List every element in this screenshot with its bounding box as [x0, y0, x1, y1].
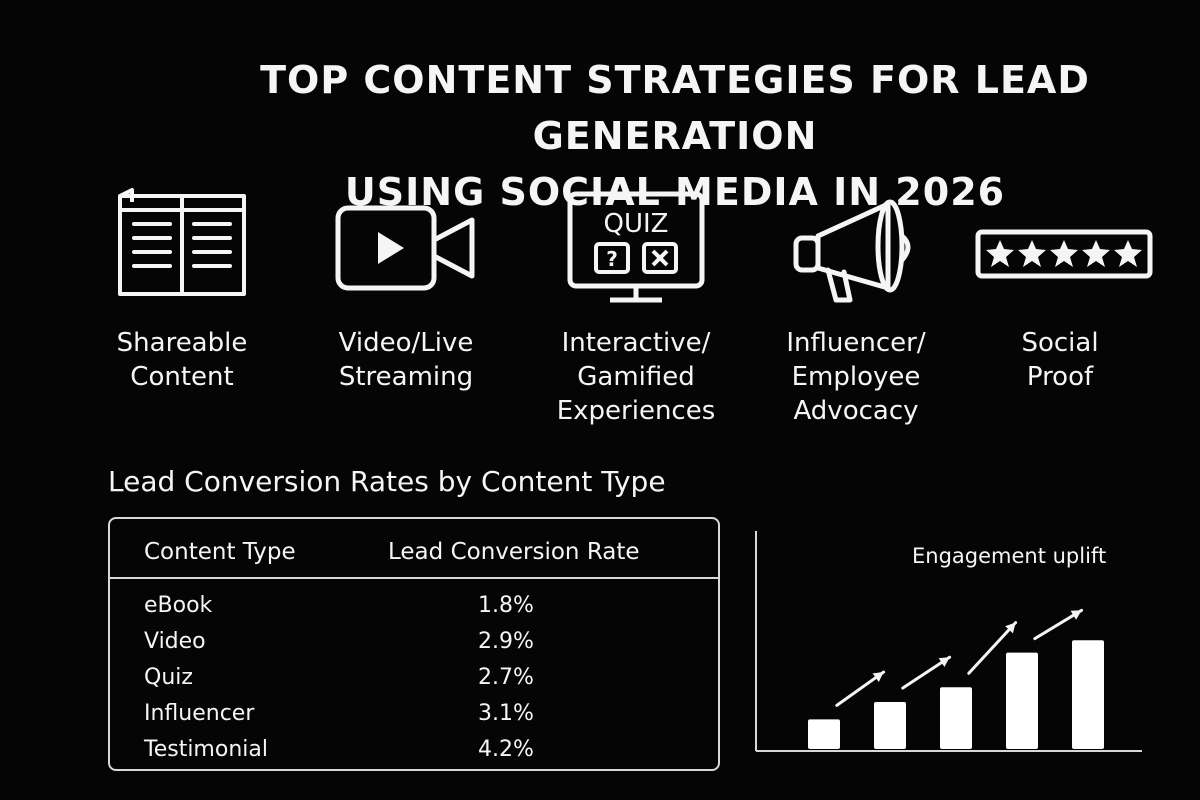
strategy-influencer-employee: Influencer/Employee Advocacy	[746, 180, 966, 428]
strategy-social-proof: Social Proof	[950, 180, 1170, 394]
quiz-icon-text: QUIZ	[604, 209, 669, 239]
table-body: eBook 1.8% Video 2.9% Quiz 2.7% Influenc…	[110, 587, 718, 767]
table-title: Lead Conversion Rates by Content Type	[108, 465, 666, 498]
uplift-arrow-icon	[901, 655, 952, 690]
cell-type: Influencer	[144, 701, 255, 726]
uplift-arrow-icon	[967, 621, 1018, 675]
title-line-1: TOP CONTENT STRATEGIES FOR LEAD GENERATI…	[260, 58, 1090, 158]
strategy-row: Shareable Content Video/Live Streaming QUI…	[0, 180, 1200, 440]
conversion-table: Content Type Lead Conversion Rate eBook …	[108, 517, 720, 771]
uplift-arrow-icon	[835, 670, 886, 707]
cell-type: Quiz	[144, 665, 193, 690]
video-camera-icon	[335, 205, 475, 291]
table-row: Influencer 3.1%	[110, 695, 718, 731]
table-row: Video 2.9%	[110, 623, 718, 659]
table-divider	[110, 577, 718, 579]
strategy-label: Social Proof	[1021, 328, 1099, 392]
cell-rate: 3.1%	[478, 701, 534, 726]
strategy-label: Shareable Content	[116, 328, 248, 392]
cell-rate: 1.8%	[478, 593, 534, 618]
cell-type: Video	[144, 629, 206, 654]
strategy-interactive-gamified: QUIZ ? Interactive/Gamified Experiences	[526, 180, 746, 428]
header-content-type: Content Type	[144, 539, 296, 565]
strategy-label: Video/Live Streaming	[338, 328, 474, 392]
header-lead-conversion-rate: Lead Conversion Rate	[388, 539, 640, 565]
chart-bar	[808, 719, 840, 749]
chart-bar	[1072, 640, 1104, 749]
chart-bar	[940, 687, 972, 749]
cell-rate: 4.2%	[478, 737, 534, 762]
engagement-uplift-chart	[755, 531, 1142, 752]
chart-title: Engagement uplift	[912, 544, 1107, 568]
uplift-arrow-icon	[1033, 608, 1084, 641]
strategy-label: Interactive/Gamified Experiences	[556, 328, 716, 426]
table-row: Testimonial 4.2%	[110, 731, 718, 767]
megaphone-icon	[793, 199, 911, 303]
strategy-label: Influencer/Employee Advocacy	[786, 328, 926, 426]
cell-rate: 2.7%	[478, 665, 534, 690]
cell-type: Testimonial	[144, 737, 268, 762]
chart-bar	[1006, 652, 1038, 749]
svg-text:?: ?	[606, 247, 618, 271]
cell-rate: 2.9%	[478, 629, 534, 654]
strategy-video-live: Video/Live Streaming	[296, 180, 516, 394]
strategy-shareable-content: Shareable Content	[72, 180, 292, 394]
five-star-rating-icon	[975, 229, 1153, 279]
quiz-monitor-icon: QUIZ ?	[567, 191, 705, 303]
table-row: Quiz 2.7%	[110, 659, 718, 695]
chart-bar	[874, 702, 906, 749]
table-row: eBook 1.8%	[110, 587, 718, 623]
open-book-icon	[118, 188, 246, 296]
cell-type: eBook	[144, 593, 213, 618]
